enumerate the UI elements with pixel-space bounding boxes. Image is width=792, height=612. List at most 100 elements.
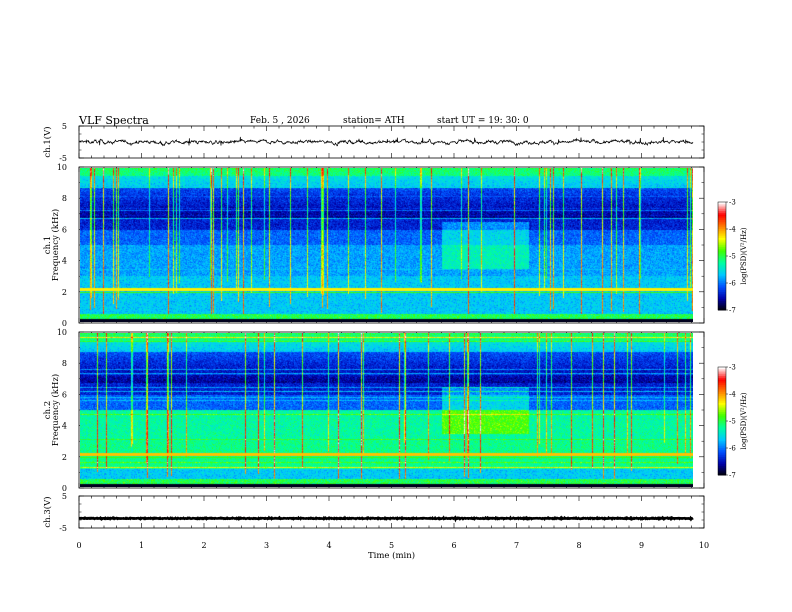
y-axis-label-ch3-waveform: ch.3(V) — [42, 496, 53, 527]
colorbar-swatch — [718, 295, 726, 298]
colorbar-swatch — [718, 453, 726, 456]
colorbar-swatch — [718, 431, 726, 435]
colorbar-swatch — [718, 230, 726, 234]
colorbar-swatch — [718, 404, 726, 408]
x-tick-label: 5 — [389, 541, 394, 550]
colorbar-swatch — [718, 383, 726, 386]
colorbar-swatch — [718, 241, 726, 244]
colorbar-swatch — [718, 368, 726, 372]
colorbar-tick-label: -7 — [729, 472, 736, 480]
colorbar-swatch — [718, 263, 726, 266]
colorbar-swatch — [718, 442, 726, 445]
colorbar-swatch — [718, 306, 726, 309]
colorbar-swatch — [718, 232, 726, 235]
x-tick-label: 10 — [699, 541, 709, 550]
colorbar-swatch — [718, 234, 726, 237]
colorbar-swatch — [718, 435, 726, 438]
colorbar-swatch — [718, 376, 726, 379]
y-tick-label-ch2-spectrogram: 0 — [62, 484, 67, 493]
y-tick-label-ch2-spectrogram: 10 — [57, 328, 67, 337]
colorbar-swatch — [718, 250, 726, 253]
y-tick-label-ch2-spectrogram: 2 — [62, 453, 67, 462]
colorbar-swatch — [718, 464, 726, 467]
colorbar-swatch — [718, 448, 726, 451]
colorbar-swatch — [718, 381, 726, 384]
date-label: Feb. 5 , 2026 — [250, 116, 310, 126]
colorbar-swatch — [718, 292, 726, 295]
colorbar-swatch — [718, 467, 726, 471]
colorbar-swatch — [718, 388, 726, 391]
colorbar-swatch — [718, 440, 726, 444]
colorbar-swatch — [718, 397, 726, 400]
y-tick-label-ch1-spectrogram: 6 — [62, 225, 67, 234]
colorbar-swatch — [718, 265, 726, 268]
x-tick-label: 8 — [576, 541, 581, 550]
colorbar-swatch — [718, 304, 726, 307]
colorbar-tick-label: -4 — [729, 391, 736, 399]
colorbar-swatch — [718, 290, 726, 293]
station-label: station= ATH — [343, 116, 405, 126]
y-tick-label-ch1-spectrogram: 4 — [62, 257, 67, 266]
colorbar-swatch — [718, 466, 726, 469]
colorbar-swatch — [718, 257, 726, 261]
colorbar-swatch — [718, 392, 726, 395]
colorbar-swatch — [718, 229, 726, 232]
y-axis-label-frequency-ch2-spectrogram: Frequency (kHz) — [50, 374, 61, 446]
colorbar-swatch — [718, 286, 726, 289]
figure-title: VLF Spectra — [78, 114, 149, 127]
y-tick-label-ch1-spectrogram: 2 — [62, 288, 67, 297]
colorbar-swatch — [718, 238, 726, 241]
colorbar-swatch — [718, 202, 726, 205]
colorbar-swatch — [718, 223, 726, 226]
colorbar-swatch — [718, 367, 726, 370]
colorbar-swatch — [718, 297, 726, 300]
y-tick-label-ch3-waveform: -5 — [59, 524, 67, 533]
colorbar-swatch — [718, 211, 726, 214]
colorbar-swatch — [718, 284, 726, 288]
colorbar-swatch — [718, 439, 726, 442]
colorbar-swatch — [718, 471, 726, 474]
colorbar-swatch — [718, 275, 726, 279]
colorbar-tick-label: -6 — [729, 280, 736, 288]
colorbar-swatch — [718, 458, 726, 462]
y-tick-label-ch1-waveform: -5 — [59, 154, 67, 163]
colorbar-tick-label: -3 — [729, 364, 736, 372]
colorbar-tick-label: -6 — [729, 445, 736, 453]
colorbar-swatch — [718, 203, 726, 207]
y-tick-label-ch2-spectrogram: 8 — [62, 359, 67, 368]
colorbar-swatch — [718, 386, 726, 390]
colorbar-swatch — [718, 372, 726, 375]
colorbar-swatch — [718, 419, 726, 422]
colorbar-swatch — [718, 460, 726, 463]
colorbar-swatch — [718, 220, 726, 223]
y-tick-label-ch2-spectrogram: 4 — [62, 422, 67, 431]
x-tick-label: 3 — [264, 541, 269, 550]
colorbar-swatch — [718, 417, 726, 420]
colorbar-swatch — [718, 437, 726, 440]
colorbar-swatch — [718, 254, 726, 257]
colorbar-swatch — [718, 430, 726, 433]
colorbar-swatch — [718, 225, 726, 228]
colorbar-swatch — [718, 308, 726, 311]
y-tick-label-ch1-waveform: 5 — [62, 122, 67, 131]
colorbar-swatch — [718, 272, 726, 275]
ch1-waveform-line — [78, 136, 694, 147]
colorbar-swatch — [718, 473, 726, 476]
spectrogram-image-ch2-spectrogram — [80, 333, 693, 487]
colorbar-swatch — [718, 214, 726, 217]
colorbar-swatch — [718, 395, 726, 399]
colorbar-swatch — [718, 370, 726, 373]
colorbar-swatch — [718, 283, 726, 286]
x-tick-label: 9 — [639, 541, 644, 550]
y-tick-label-ch3-waveform: 5 — [62, 492, 67, 501]
colorbar-swatch — [718, 205, 726, 208]
colorbar-swatch — [718, 399, 726, 402]
colorbar-swatch — [718, 446, 726, 449]
y-tick-label-ch1-spectrogram: 0 — [62, 319, 67, 328]
y-axis-label-channel-ch1-spectrogram: ch.1 — [43, 236, 53, 254]
colorbar-swatch — [718, 279, 726, 282]
x-axis-label: Time (min) — [368, 550, 415, 561]
colorbar-swatch — [718, 385, 726, 388]
colorbar-swatch — [718, 462, 726, 465]
y-axis-label-channel-ch2-spectrogram: ch.2 — [43, 401, 53, 419]
